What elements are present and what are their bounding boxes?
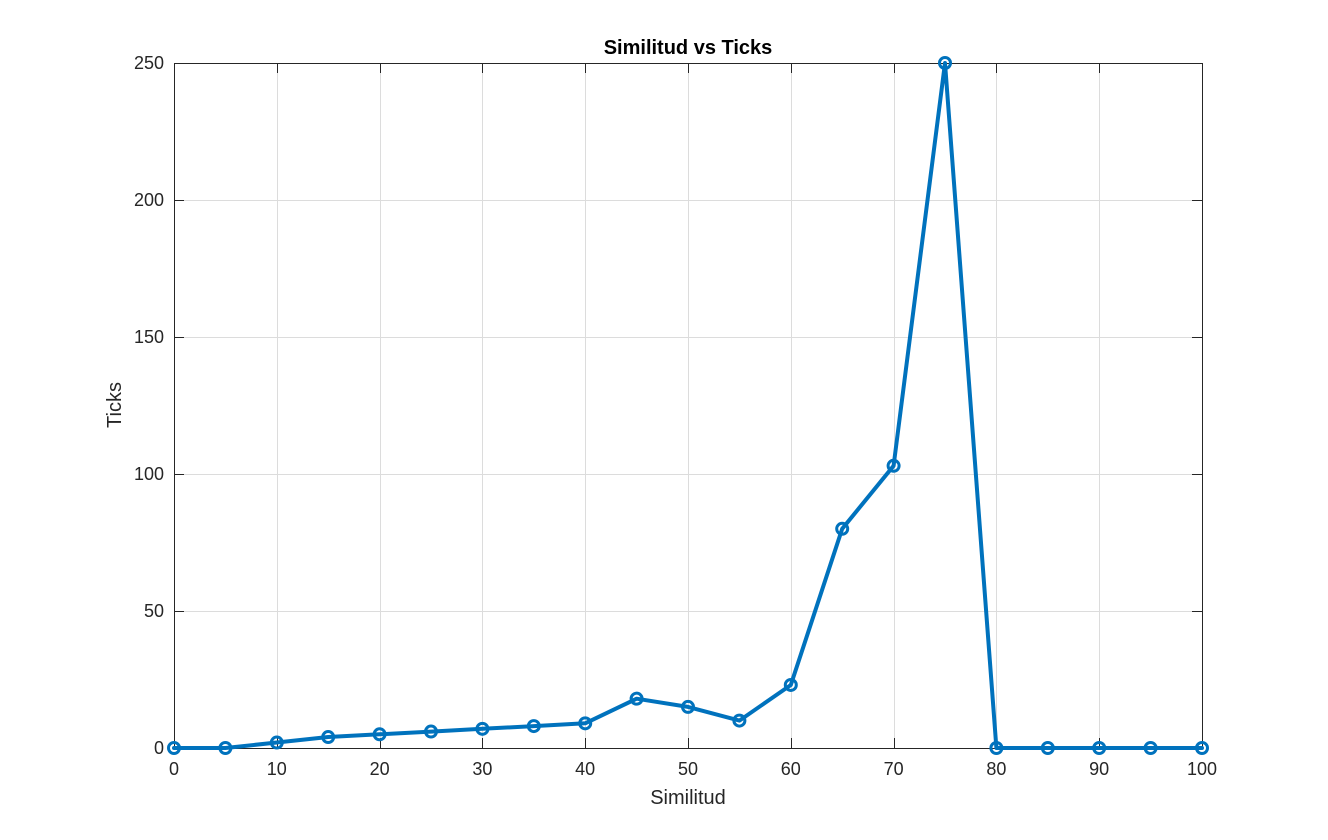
y-tick-label: 150 [134, 327, 164, 347]
x-tick-label: 50 [678, 759, 698, 779]
x-tick-label: 90 [1089, 759, 1109, 779]
y-tick-label: 50 [144, 601, 164, 621]
data-point-marker [1040, 741, 1055, 755]
data-point-marker [526, 719, 541, 734]
data-series [167, 56, 1209, 755]
data-point-marker [321, 730, 336, 745]
y-tick-label: 250 [134, 53, 164, 73]
axis-ticks: 0 10 20 30 40 50 60 70 80 90 100 0 50 100 150 200 250 [134, 53, 1217, 779]
y-tick-label: 200 [134, 190, 164, 210]
x-tick-label: 20 [370, 759, 390, 779]
y-tick-label: 100 [134, 464, 164, 484]
series-line [172, 61, 1204, 750]
y-tick-label: 0 [154, 738, 164, 758]
x-tick-label: 70 [884, 759, 904, 779]
grid-lines [174, 63, 1203, 749]
x-tick-label: 80 [986, 759, 1006, 779]
x-tick-label: 40 [575, 759, 595, 779]
data-point-marker [938, 56, 952, 70]
data-point-marker [681, 699, 695, 714]
y-axis-label: Ticks [104, 382, 126, 428]
data-point-marker [886, 458, 901, 473]
data-point-marker [1195, 741, 1209, 755]
x-tick-label: 30 [472, 759, 492, 779]
data-point-marker [167, 741, 181, 755]
data-point-marker [269, 735, 284, 750]
data-point-marker [629, 691, 644, 706]
x-axis-label: Similitud [650, 787, 726, 809]
x-tick-label: 100 [1187, 759, 1217, 779]
data-point-marker [1092, 741, 1107, 755]
chart-title: Similitud vs Ticks [604, 37, 773, 59]
data-point-marker [732, 713, 747, 728]
data-point-marker [1143, 741, 1158, 755]
data-point-marker [578, 716, 593, 731]
x-tick-label: 60 [781, 759, 801, 779]
data-point-marker [424, 724, 438, 739]
x-tick-label: 0 [169, 759, 179, 779]
data-point-marker [783, 677, 798, 692]
x-tick-label: 10 [267, 759, 287, 779]
data-point-marker [989, 741, 1004, 755]
data-point-marker [475, 721, 490, 736]
data-point-marker [372, 727, 387, 742]
data-point-marker [835, 521, 850, 536]
data-point-marker [218, 741, 233, 755]
